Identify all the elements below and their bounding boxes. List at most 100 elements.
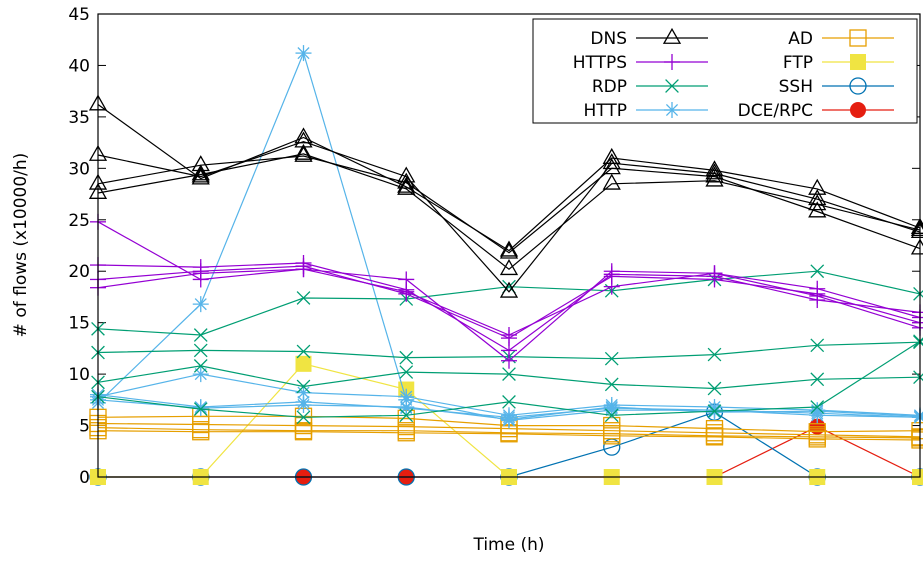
legend-label-ftp: FTP	[783, 53, 813, 73]
series-line-dns	[97, 140, 921, 293]
data-point-http	[295, 45, 312, 62]
legend-marker-dce-rpc	[850, 102, 866, 118]
data-point-dns	[705, 163, 724, 180]
data-point-ad	[603, 427, 621, 445]
data-point-rdp	[193, 343, 208, 358]
data-point-https	[706, 265, 723, 282]
data-point-rdp	[502, 395, 516, 409]
legend-label-dns: DNS	[590, 29, 627, 49]
series-line-dns	[97, 104, 921, 252]
data-point-https	[192, 265, 209, 282]
data-point-rdp	[707, 347, 722, 362]
data-point-ad	[294, 423, 313, 441]
legend-marker-ad	[849, 29, 867, 47]
x-axis-title: Time (h)	[472, 535, 544, 555]
data-point-http	[295, 396, 312, 413]
data-point-dns	[499, 259, 519, 276]
data-point-rdp	[296, 379, 311, 394]
legend-marker-http	[664, 102, 680, 118]
y-tick-label: 10	[68, 365, 90, 385]
y-tick-label: 40	[68, 56, 90, 76]
data-point-rdp	[296, 344, 311, 359]
data-point-http	[192, 400, 209, 417]
data-point-dns	[705, 160, 724, 177]
data-point-dns	[602, 158, 621, 175]
data-point-rdp	[707, 404, 722, 419]
data-point-http	[912, 408, 923, 425]
data-point-dns	[705, 170, 724, 187]
data-point-https	[398, 283, 415, 300]
y-tick-label: 45	[68, 5, 90, 25]
data-point-ftp	[295, 355, 312, 372]
y-tick-label: 5	[79, 417, 90, 437]
data-point-rdp	[193, 359, 208, 373]
legend-label-http: HTTP	[583, 101, 627, 121]
legend-marker-https	[664, 54, 680, 70]
data-point-http	[398, 399, 415, 416]
data-point-dns	[499, 281, 519, 298]
data-point-rdp	[604, 408, 619, 423]
data-point-dns	[602, 153, 621, 170]
series-rdp	[91, 264, 923, 425]
legend-label-ad: AD	[788, 29, 813, 49]
legend-label-dce-rpc: DCE/RPC	[738, 101, 813, 121]
data-point-dns	[397, 178, 416, 195]
data-point-rdp	[296, 291, 311, 305]
data-point-https	[295, 261, 312, 278]
data-point-rdp	[193, 328, 208, 342]
data-point-rdp	[502, 367, 516, 381]
series-line-ad	[97, 427, 921, 439]
legend-marker-dns	[662, 27, 682, 44]
y-tick-label: 35	[68, 108, 90, 128]
data-point-dns	[191, 168, 210, 185]
y-tick-label: 30	[68, 159, 90, 179]
data-point-http	[809, 403, 826, 420]
data-point-https	[603, 278, 620, 295]
series-dns	[88, 94, 923, 298]
y-axis-title: # of flows (x10000/h)	[11, 153, 31, 338]
data-point-rdp	[604, 377, 619, 392]
data-point-rdp	[707, 381, 722, 396]
legend-label-rdp: RDP	[592, 77, 627, 97]
series-https	[90, 213, 923, 369]
data-point-rdp	[810, 264, 825, 279]
data-point-rdp	[810, 400, 825, 414]
data-point-dns	[397, 172, 416, 189]
data-point-https	[809, 287, 826, 304]
data-point-http	[501, 411, 517, 428]
data-point-dns	[808, 194, 827, 211]
data-point-dns	[397, 166, 416, 183]
data-point-rdp	[399, 365, 414, 379]
series-line-https	[97, 268, 921, 336]
data-point-dns	[602, 147, 621, 164]
data-point-http	[192, 296, 209, 313]
y-axis-ticks: 0 5 10 15 20 25 30 35 40 45	[68, 5, 920, 488]
series-line-rdp	[97, 270, 921, 336]
y-tick-label: 0	[79, 468, 90, 488]
data-point-rdp	[810, 372, 825, 387]
y-tick-label: 15	[68, 314, 90, 334]
y-tick-label: 20	[68, 262, 90, 282]
legend-label-https: HTTPS	[573, 53, 627, 73]
data-point-dns	[602, 173, 621, 190]
legend-marker-ftp	[850, 54, 866, 70]
plot-frame	[97, 13, 921, 478]
data-point-http	[192, 366, 209, 383]
data-point-dns	[294, 127, 313, 144]
data-point-ad	[397, 424, 415, 442]
legend-marker-rdp	[665, 79, 679, 93]
data-point-rdp	[193, 402, 208, 416]
series-line-dns	[97, 155, 921, 254]
data-point-ad	[192, 423, 210, 441]
data-point-ad	[808, 430, 826, 448]
data-point-dns	[808, 178, 827, 195]
data-point-rdp	[399, 350, 414, 365]
data-point-rdp	[399, 408, 414, 423]
data-point-ad	[705, 428, 724, 446]
data-point-dns	[294, 143, 313, 160]
series-line-ad	[97, 430, 921, 441]
legend: DNS HTTPS RDP HTTP AD FTP SSH DCE/RPC	[532, 18, 918, 124]
data-point-dns	[705, 166, 724, 183]
data-point-dns	[499, 242, 519, 259]
data-point-dns	[191, 164, 210, 181]
